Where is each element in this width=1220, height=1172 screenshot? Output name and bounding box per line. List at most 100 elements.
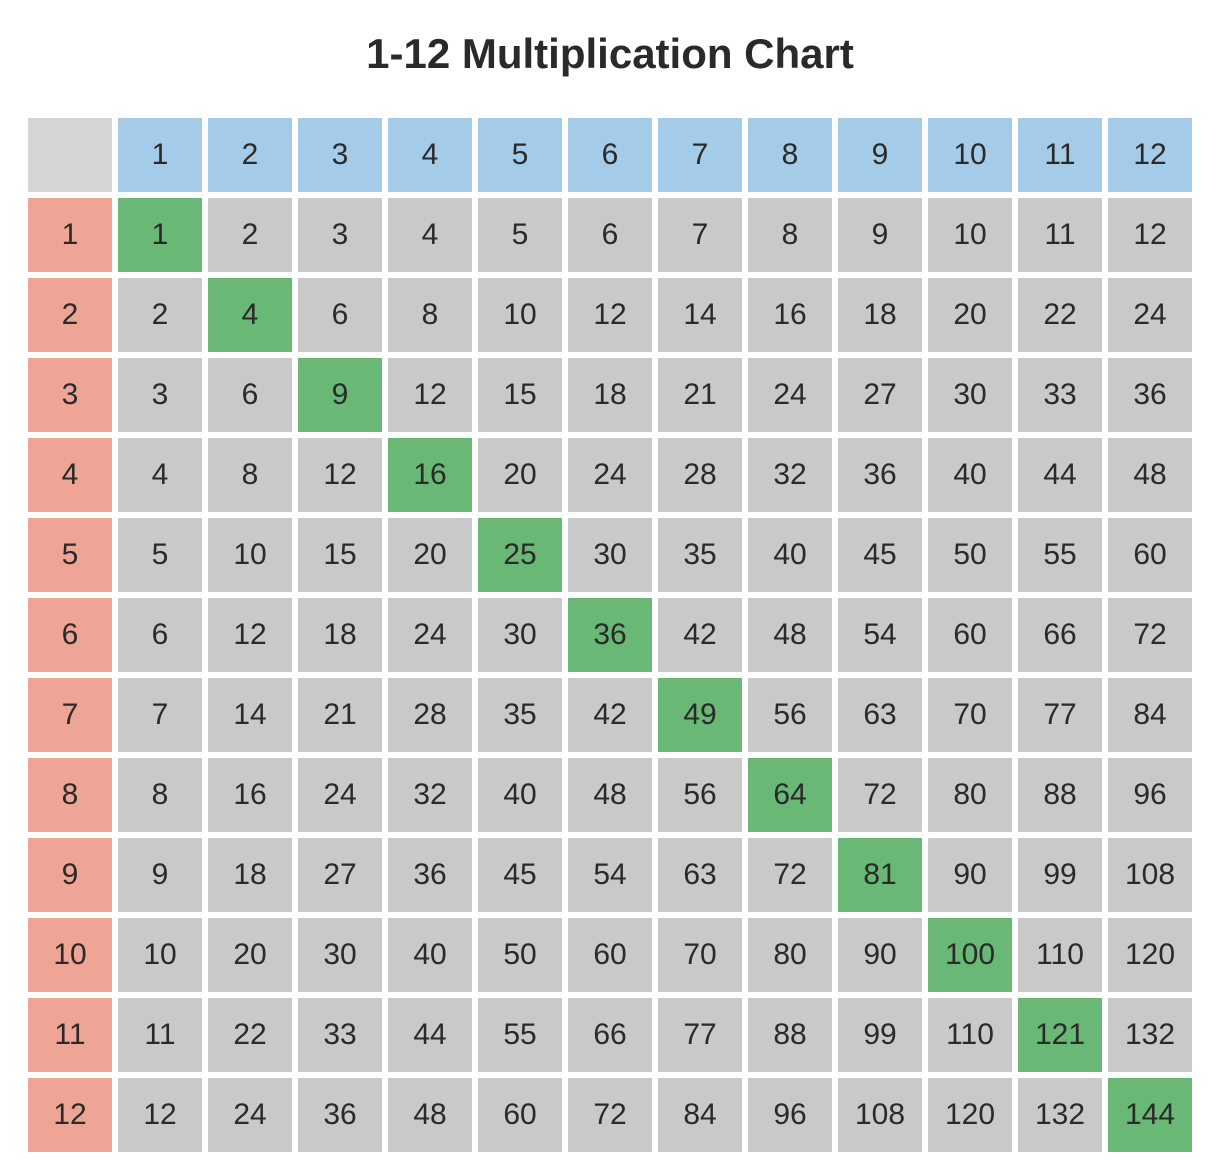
diagonal-cell: 121 bbox=[1018, 998, 1102, 1072]
body-cell: 20 bbox=[928, 278, 1012, 352]
diagonal-cell: 4 bbox=[208, 278, 292, 352]
chart-container: 1234567891011121123456789101112224681012… bbox=[20, 118, 1200, 1152]
row-header-11: 11 bbox=[28, 998, 112, 1072]
body-cell: 16 bbox=[208, 758, 292, 832]
body-cell: 120 bbox=[928, 1078, 1012, 1152]
col-header-2: 2 bbox=[208, 118, 292, 192]
body-cell: 2 bbox=[208, 198, 292, 272]
body-cell: 70 bbox=[658, 918, 742, 992]
body-cell: 54 bbox=[568, 838, 652, 912]
corner-cell bbox=[28, 118, 112, 192]
body-cell: 36 bbox=[388, 838, 472, 912]
body-cell: 80 bbox=[928, 758, 1012, 832]
body-cell: 14 bbox=[658, 278, 742, 352]
row-header-10: 10 bbox=[28, 918, 112, 992]
body-cell: 84 bbox=[1108, 678, 1192, 752]
diagonal-cell: 25 bbox=[478, 518, 562, 592]
body-cell: 96 bbox=[748, 1078, 832, 1152]
body-cell: 48 bbox=[748, 598, 832, 672]
body-cell: 55 bbox=[1018, 518, 1102, 592]
body-cell: 77 bbox=[658, 998, 742, 1072]
body-cell: 96 bbox=[1108, 758, 1192, 832]
body-cell: 18 bbox=[208, 838, 292, 912]
body-cell: 72 bbox=[1108, 598, 1192, 672]
body-cell: 56 bbox=[658, 758, 742, 832]
body-cell: 40 bbox=[748, 518, 832, 592]
body-cell: 40 bbox=[388, 918, 472, 992]
body-cell: 45 bbox=[478, 838, 562, 912]
body-cell: 36 bbox=[298, 1078, 382, 1152]
body-cell: 21 bbox=[658, 358, 742, 432]
body-cell: 20 bbox=[208, 918, 292, 992]
body-cell: 7 bbox=[658, 198, 742, 272]
body-cell: 20 bbox=[478, 438, 562, 512]
body-cell: 108 bbox=[1108, 838, 1192, 912]
body-cell: 63 bbox=[658, 838, 742, 912]
row-header-2: 2 bbox=[28, 278, 112, 352]
row-header-3: 3 bbox=[28, 358, 112, 432]
body-cell: 11 bbox=[118, 998, 202, 1072]
body-cell: 27 bbox=[298, 838, 382, 912]
col-header-1: 1 bbox=[118, 118, 202, 192]
body-cell: 40 bbox=[928, 438, 1012, 512]
body-cell: 24 bbox=[748, 358, 832, 432]
body-cell: 6 bbox=[118, 598, 202, 672]
body-cell: 8 bbox=[118, 758, 202, 832]
row-header-4: 4 bbox=[28, 438, 112, 512]
body-cell: 36 bbox=[838, 438, 922, 512]
body-cell: 4 bbox=[388, 198, 472, 272]
body-cell: 24 bbox=[298, 758, 382, 832]
body-cell: 60 bbox=[478, 1078, 562, 1152]
body-cell: 10 bbox=[478, 278, 562, 352]
body-cell: 12 bbox=[1108, 198, 1192, 272]
multiplication-grid: 1234567891011121123456789101112224681012… bbox=[28, 118, 1192, 1152]
body-cell: 22 bbox=[1018, 278, 1102, 352]
col-header-11: 11 bbox=[1018, 118, 1102, 192]
col-header-5: 5 bbox=[478, 118, 562, 192]
body-cell: 16 bbox=[748, 278, 832, 352]
body-cell: 30 bbox=[568, 518, 652, 592]
body-cell: 28 bbox=[658, 438, 742, 512]
body-cell: 18 bbox=[568, 358, 652, 432]
body-cell: 24 bbox=[208, 1078, 292, 1152]
body-cell: 90 bbox=[838, 918, 922, 992]
body-cell: 30 bbox=[298, 918, 382, 992]
body-cell: 10 bbox=[928, 198, 1012, 272]
body-cell: 7 bbox=[118, 678, 202, 752]
body-cell: 84 bbox=[658, 1078, 742, 1152]
diagonal-cell: 9 bbox=[298, 358, 382, 432]
body-cell: 60 bbox=[928, 598, 1012, 672]
body-cell: 30 bbox=[928, 358, 1012, 432]
body-cell: 60 bbox=[1108, 518, 1192, 592]
body-cell: 55 bbox=[478, 998, 562, 1072]
body-cell: 3 bbox=[118, 358, 202, 432]
body-cell: 5 bbox=[478, 198, 562, 272]
body-cell: 40 bbox=[478, 758, 562, 832]
diagonal-cell: 16 bbox=[388, 438, 472, 512]
body-cell: 24 bbox=[388, 598, 472, 672]
body-cell: 90 bbox=[928, 838, 1012, 912]
diagonal-cell: 81 bbox=[838, 838, 922, 912]
body-cell: 60 bbox=[568, 918, 652, 992]
body-cell: 35 bbox=[478, 678, 562, 752]
body-cell: 12 bbox=[208, 598, 292, 672]
body-cell: 45 bbox=[838, 518, 922, 592]
body-cell: 54 bbox=[838, 598, 922, 672]
body-cell: 48 bbox=[388, 1078, 472, 1152]
body-cell: 6 bbox=[208, 358, 292, 432]
diagonal-cell: 49 bbox=[658, 678, 742, 752]
body-cell: 77 bbox=[1018, 678, 1102, 752]
body-cell: 32 bbox=[748, 438, 832, 512]
body-cell: 110 bbox=[1018, 918, 1102, 992]
body-cell: 63 bbox=[838, 678, 922, 752]
diagonal-cell: 36 bbox=[568, 598, 652, 672]
body-cell: 35 bbox=[658, 518, 742, 592]
body-cell: 9 bbox=[118, 838, 202, 912]
body-cell: 42 bbox=[658, 598, 742, 672]
body-cell: 72 bbox=[838, 758, 922, 832]
body-cell: 20 bbox=[388, 518, 472, 592]
body-cell: 120 bbox=[1108, 918, 1192, 992]
row-header-7: 7 bbox=[28, 678, 112, 752]
body-cell: 18 bbox=[298, 598, 382, 672]
body-cell: 12 bbox=[298, 438, 382, 512]
